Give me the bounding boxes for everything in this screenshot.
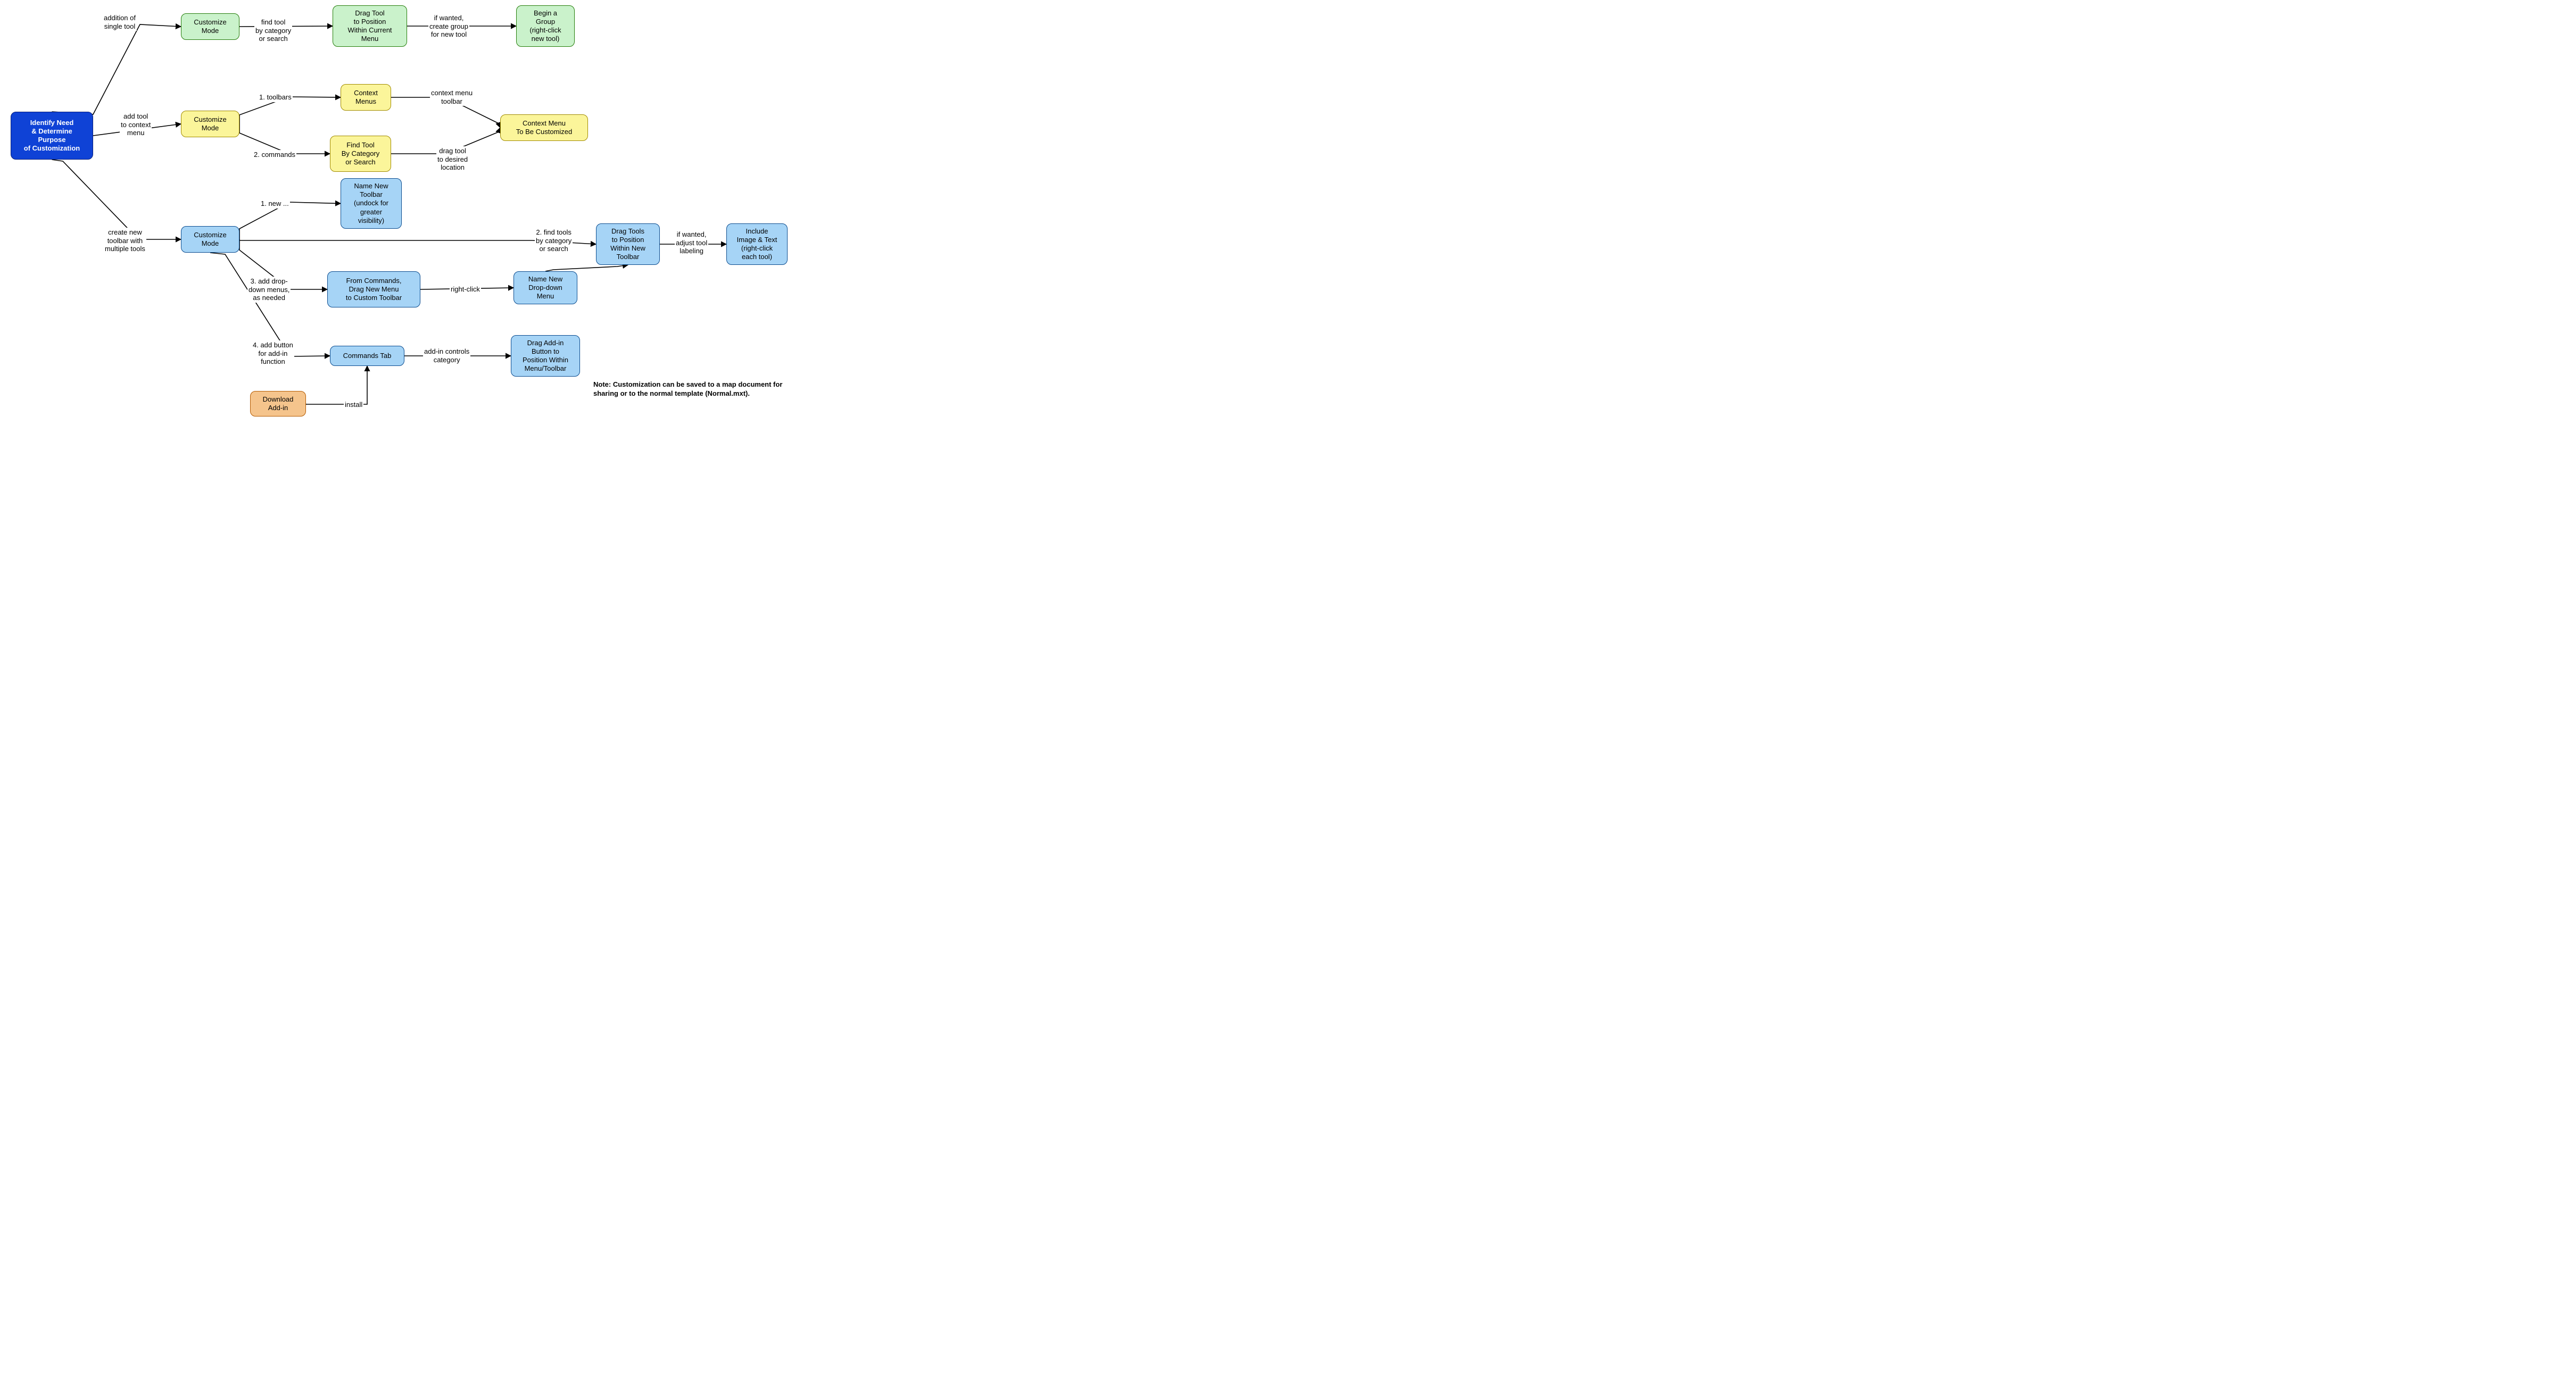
node-b_from: From Commands, Drag New Menu to Custom T… xyxy=(327,271,420,307)
edge-label-l_findtool1: find tool by category or search xyxy=(254,18,292,44)
edge-label-l_ifgroup: if wanted, create group for new tool xyxy=(428,13,469,39)
footer-note: Note: Customization can be saved to a ma… xyxy=(593,380,798,398)
edge-root-g1 xyxy=(52,24,181,114)
edge-b_cm-b_name xyxy=(239,202,341,239)
node-b_cm: Customize Mode xyxy=(181,226,239,253)
edge-label-l_find2: 2. find tools by category or search xyxy=(535,228,573,254)
edge-label-l_adjust: if wanted, adjust tool labeling xyxy=(675,230,708,256)
node-b_name: Name New Toolbar (undock for greater vis… xyxy=(341,178,402,229)
node-y1: Customize Mode xyxy=(181,111,239,137)
edge-label-l_toolbars: 1. toolbars xyxy=(258,93,293,102)
edge-label-l_commands: 2. commands xyxy=(253,150,296,160)
edge-label-l_addctx: add tool to context menu xyxy=(120,112,152,138)
edge-o_dl-b_cmd xyxy=(306,366,367,404)
edge-label-l_new: 1. new ... xyxy=(260,199,290,209)
edge-label-l_rclick: right-click xyxy=(450,285,481,294)
node-b_cmd: Commands Tab xyxy=(330,346,404,366)
edge-y1-y3 xyxy=(239,124,330,154)
node-g2: Drag Tool to Position Within Current Men… xyxy=(333,5,407,47)
edge-label-l_install: install xyxy=(344,400,363,410)
node-b_addin: Drag Add-in Button to Position Within Me… xyxy=(511,335,580,377)
edge-label-l_ctxtb: context menu toolbar xyxy=(430,88,474,106)
node-g1: Customize Mode xyxy=(181,13,239,40)
node-b_inc: Include Image & Text (right-click each t… xyxy=(726,223,788,265)
node-g3: Begin a Group (right-click new tool) xyxy=(516,5,575,47)
edge-label-l_dd: 3. add drop- down menus, as needed xyxy=(247,277,291,303)
node-y4: Context Menu To Be Customized xyxy=(500,114,588,141)
node-root: Identify Need & Determine Purpose of Cus… xyxy=(11,112,93,160)
node-b_drag2: Drag Tools to Position Within New Toolba… xyxy=(596,223,660,265)
node-y3: Find Tool By Category or Search xyxy=(330,136,391,172)
edge-label-l_singletool: addition of single tool xyxy=(103,13,137,31)
node-y2: Context Menus xyxy=(341,84,391,111)
edge-label-l_dragloc: drag tool to desired location xyxy=(436,146,469,172)
flowchart-stage: Identify Need & Determine Purpose of Cus… xyxy=(0,0,798,426)
node-b_ddname: Name New Drop-down Menu xyxy=(513,271,577,304)
edge-label-l_addbtn: 4. add button for add-in function xyxy=(252,340,294,367)
edge-b_ddname-b_drag2 xyxy=(545,265,628,271)
edge-label-l_newtb: create new toolbar with multiple tools xyxy=(104,228,146,254)
edge-label-l_addincat: add-in controls category xyxy=(423,347,470,364)
node-o_dl: Download Add-in xyxy=(250,391,306,417)
